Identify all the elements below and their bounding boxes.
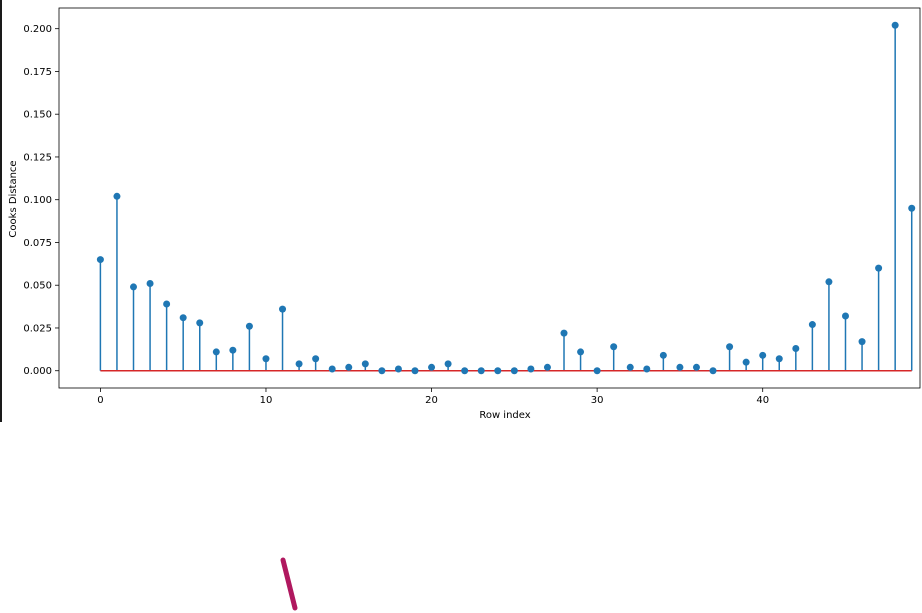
stem-marker (130, 283, 138, 291)
stem-marker (461, 367, 469, 375)
y-axis-ticks: 0.000 0.025 0.050 0.075 0.100 0.125 0.150 0.175… (23, 24, 59, 377)
stem-marker (742, 358, 750, 366)
x-tick-label: 30 (591, 395, 604, 406)
y-tick-label: 0.200 (23, 24, 52, 35)
stem-marker (759, 351, 767, 359)
stem-marker (411, 367, 419, 375)
y-tick-label: 0.000 (23, 366, 52, 377)
stem-marker (295, 360, 303, 368)
stem-series (96, 21, 916, 375)
x-axis-label: Row index (479, 410, 530, 421)
x-axis-ticks: 0 10 20 30 40 (97, 388, 769, 406)
axes-box (58, 7, 921, 389)
stem-marker (378, 367, 386, 375)
stem-marker (610, 343, 618, 351)
stem-marker (659, 351, 667, 359)
stem-marker (444, 360, 452, 368)
stem-marker (577, 348, 585, 356)
stem-marker (676, 363, 684, 371)
stem-marker (726, 343, 734, 351)
stem-marker (245, 322, 253, 330)
stem-marker (643, 365, 651, 373)
stem-marker (312, 355, 320, 363)
stem-marker (477, 367, 485, 375)
y-tick-label: 0.050 (23, 281, 52, 292)
stem-marker (328, 365, 336, 373)
stem-marker (908, 204, 916, 212)
y-axis-label: Cooks Distance (8, 160, 19, 237)
stem-marker (494, 367, 502, 375)
stem-marker (891, 21, 899, 29)
stem-marker (96, 256, 104, 264)
plot-frame (58, 7, 921, 389)
stem-marker (527, 365, 535, 373)
y-tick-label: 0.075 (23, 238, 52, 249)
stem-marker (792, 344, 800, 352)
stem-marker (229, 346, 237, 354)
y-tick-label: 0.125 (23, 152, 52, 163)
stem-marker (510, 367, 518, 375)
y-tick-label: 0.025 (23, 323, 52, 334)
stem-marker (262, 355, 270, 363)
stem-marker (626, 363, 634, 371)
stem-marker (875, 264, 883, 272)
notebook-cell-edge (0, 0, 2, 422)
stem-marker (775, 355, 783, 363)
stem-marker (858, 338, 866, 346)
stem-marker (196, 319, 204, 327)
stem-marker (163, 300, 171, 308)
y-tick-label: 0.150 (23, 110, 52, 121)
x-tick-label: 40 (756, 395, 769, 406)
stem-marker (825, 278, 833, 286)
stem-marker (212, 348, 220, 356)
x-tick-label: 20 (425, 395, 438, 406)
stem-marker (692, 363, 700, 371)
stem-marker (345, 363, 353, 371)
stem-marker (113, 192, 121, 200)
stem-marker (593, 367, 601, 375)
stem-marker (146, 280, 154, 288)
stem-marker (709, 367, 717, 375)
stem-marker (543, 363, 551, 371)
stem-marker (179, 314, 187, 322)
stem-marker (394, 365, 402, 373)
stem-marker (841, 312, 849, 320)
y-tick-label: 0.100 (23, 195, 52, 206)
x-tick-label: 10 (260, 395, 273, 406)
stem-marker (808, 321, 816, 329)
stem-marker (560, 329, 568, 337)
stem-marker (279, 305, 287, 313)
y-tick-label: 0.175 (23, 67, 52, 78)
pen-stroke-mark (280, 557, 298, 611)
stem-marker (428, 363, 436, 371)
stem-marker (361, 360, 369, 368)
x-tick-label: 0 (97, 395, 103, 406)
